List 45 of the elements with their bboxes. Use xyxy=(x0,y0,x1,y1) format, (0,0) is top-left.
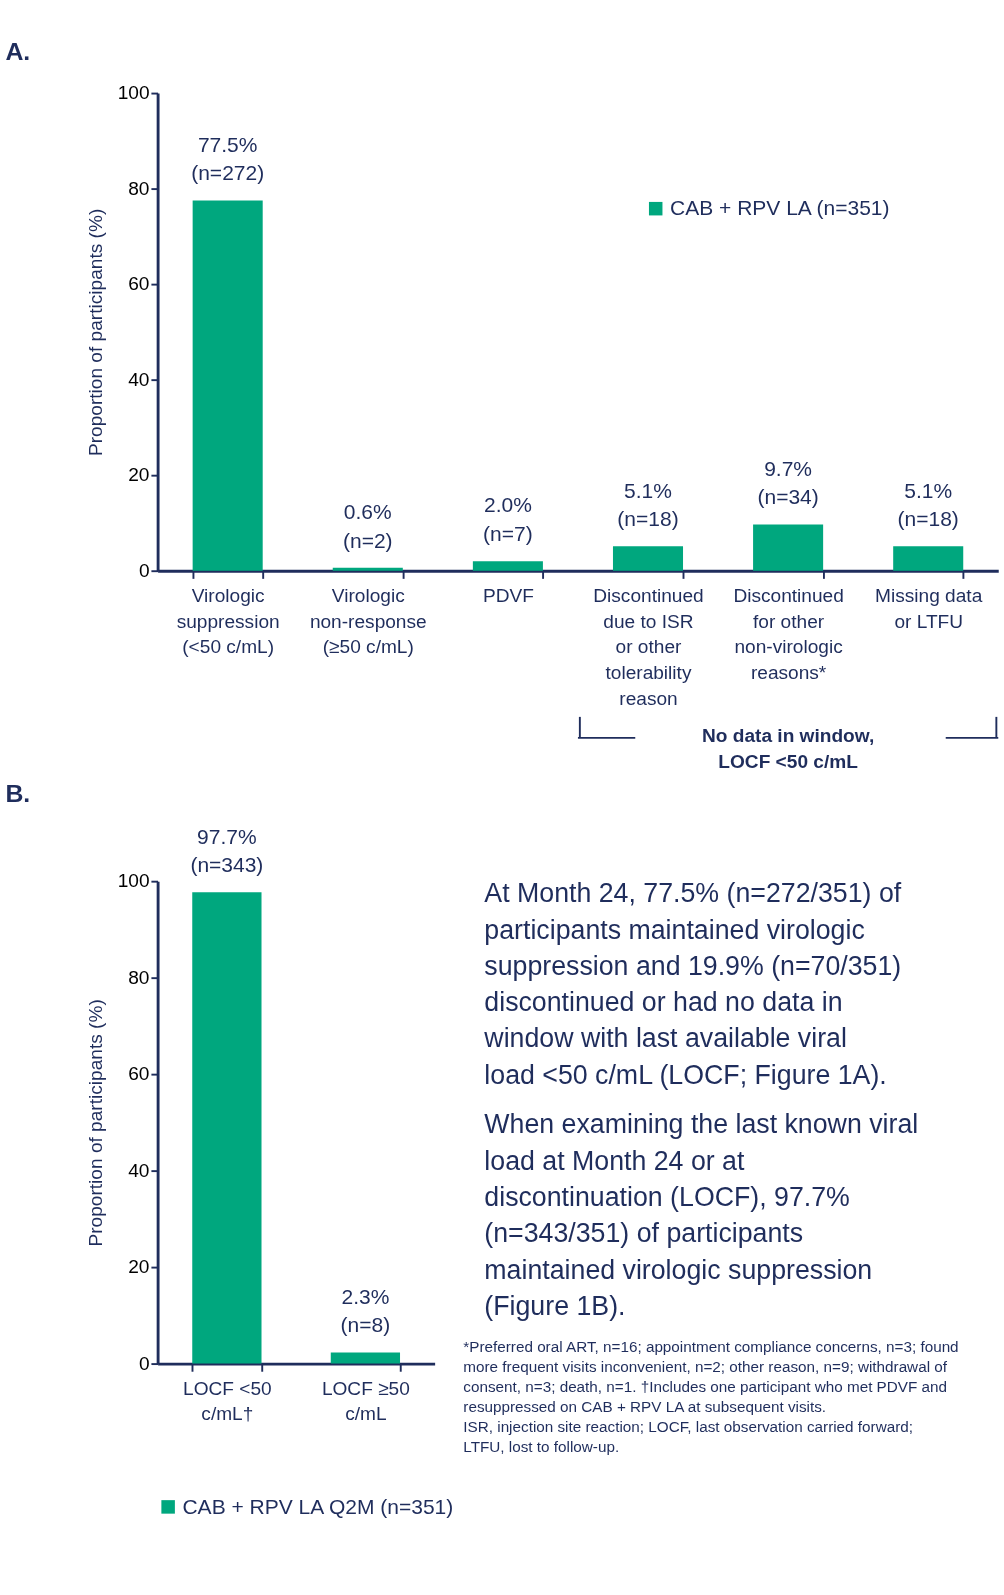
data-label: 9.7% (n=34) xyxy=(757,456,819,509)
x-tick-label: LOCF ≥50 c/mL xyxy=(321,1377,410,1425)
text: *Preferred oral ART, n=16; appointment compliance concerns, n=3; found more frequent visits inconvenient, n=2; other reason, n=9; withdrawal of consent, n=3; death, n=1. †Includes one participant who met PDVF and resuppressed on CAB + RPV LA at subsequent visits. xyxy=(463,1338,959,1416)
y-axis-title: Proportion of participants (%) xyxy=(85,999,107,1247)
text: At Month 24, 77.5% (n=272/351) of participants maintained virologic suppression and 19.9% (n=70/351) discontinued or had no data in window with last available viral load <50 c/mL (LOCF; Figure 1A). xyxy=(483,878,902,1090)
bar xyxy=(612,546,684,571)
y-tick-label: 0 xyxy=(138,559,150,581)
text: When examining the last known viral load at Month 24 or at discontinuation (LOCF), 97.7% (n=343/351) of participants maintained virologic suppression (Figure 1B). xyxy=(484,1109,919,1321)
data-label: 77.5% (n=272) xyxy=(191,132,265,185)
x-tick-label: Missing data or LTFU xyxy=(875,584,983,632)
bar xyxy=(192,200,263,571)
x-tick-label: PDVF xyxy=(482,584,534,606)
legend-label: CAB + RPV LA (n=351) xyxy=(670,196,890,220)
y-tick-label: 80 xyxy=(128,966,150,988)
text: ISR, injection site reaction; LOCF, last observation carried forward; LTFU, lost to follow-up. xyxy=(463,1418,913,1456)
data-label: 5.1% (n=18) xyxy=(897,478,959,531)
x-tick-label: Discontinued due to ISR or other tolerability reason xyxy=(593,584,704,709)
data-label: 97.7% (n=343) xyxy=(190,824,264,877)
text: No data in window, LOCF <50 c/mL xyxy=(702,724,875,773)
y-tick-label: 40 xyxy=(128,368,150,390)
chart-title: B. xyxy=(5,780,31,808)
y-tick-label: 0 xyxy=(138,1352,150,1374)
y-tick-label: 100 xyxy=(117,82,150,104)
x-tick-label: Virologic suppression (<50 c/mL) xyxy=(176,584,280,658)
legend-label: CAB + RPV LA Q2M (n=351) xyxy=(182,1494,454,1518)
y-tick-label: 20 xyxy=(128,1256,150,1278)
data-label: 2.0% (n=7) xyxy=(483,493,533,546)
bar xyxy=(753,524,824,571)
y-tick-label: 80 xyxy=(128,177,150,199)
y-tick-label: 100 xyxy=(117,870,150,892)
bar xyxy=(893,546,964,571)
x-tick-label: LOCF <50 c/mL† xyxy=(183,1377,272,1425)
x-tick-label: Discontinued for other non-virologic reasons* xyxy=(733,584,844,684)
bar xyxy=(472,561,543,571)
x-tick-label: Virologic non-response (≥50 c/mL) xyxy=(309,584,427,658)
y-tick-label: 60 xyxy=(128,273,150,295)
y-axis-title: Proportion of participants (%) xyxy=(85,208,107,457)
y-tick-label: 60 xyxy=(128,1063,150,1085)
bar xyxy=(332,567,403,571)
y-tick-label: 20 xyxy=(128,464,150,486)
data-label: 5.1% (n=18) xyxy=(617,478,679,531)
y-tick-label: 40 xyxy=(128,1159,150,1181)
data-label: 0.6% (n=2) xyxy=(342,500,393,552)
data-label: 2.3% (n=8) xyxy=(340,1284,391,1337)
chart-title: A. xyxy=(5,37,31,65)
